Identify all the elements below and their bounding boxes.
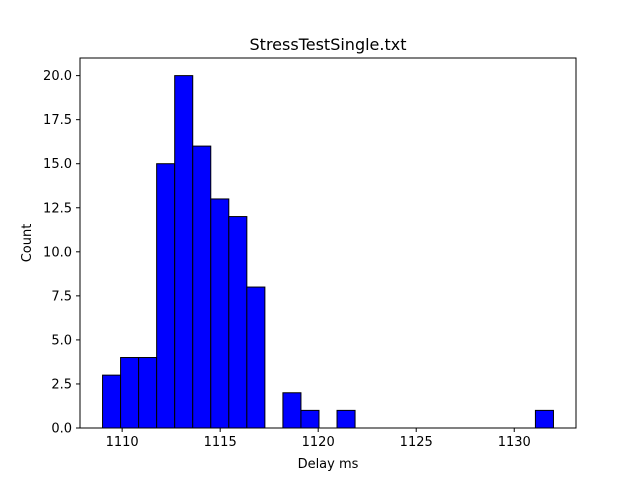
y-tick-label: 2.5 <box>51 377 72 392</box>
x-axis-label: Delay ms <box>298 457 359 472</box>
histogram-bar <box>102 374 122 429</box>
histogram-bar <box>174 75 194 429</box>
y-tick-label: 5.0 <box>51 333 72 348</box>
histogram-bar <box>336 409 356 429</box>
histogram-bar <box>156 163 176 429</box>
x-tick-label: 1115 <box>204 435 237 450</box>
histogram-bar <box>120 357 140 429</box>
y-tick-label: 0.0 <box>51 422 72 437</box>
histogram-bar <box>300 409 320 429</box>
y-tick-label: 10.0 <box>43 245 72 260</box>
x-ticks-group: 1110 1115 1120 1125 1130 <box>106 428 531 450</box>
y-tick-label: 17.5 <box>43 113 72 128</box>
y-tick-label: 20.0 <box>43 69 72 84</box>
bars-group <box>102 75 554 429</box>
histogram-bar <box>210 198 230 429</box>
y-axis-label: Count <box>20 224 35 263</box>
y-tick-label: 7.5 <box>51 289 72 304</box>
histogram-bar <box>246 286 266 429</box>
x-tick-label: 1125 <box>400 435 433 450</box>
y-ticks-group: 0.0 2.5 5.0 7.5 10.0 12.5 15.0 17.5 20.0 <box>43 69 80 437</box>
histogram-bar <box>192 145 212 429</box>
plot-area-frame <box>79 57 577 429</box>
chart-title: StressTestSingle.txt <box>250 35 407 54</box>
y-tick-label: 12.5 <box>43 201 72 216</box>
histogram-bar <box>138 357 158 429</box>
histogram-bar <box>534 409 554 429</box>
y-tick-label: 15.0 <box>43 157 72 172</box>
histogram-bar <box>282 392 302 429</box>
x-tick-label: 1130 <box>498 435 531 450</box>
x-tick-label: 1110 <box>106 435 139 450</box>
x-tick-label: 1120 <box>302 435 335 450</box>
histogram-bar <box>228 216 248 429</box>
